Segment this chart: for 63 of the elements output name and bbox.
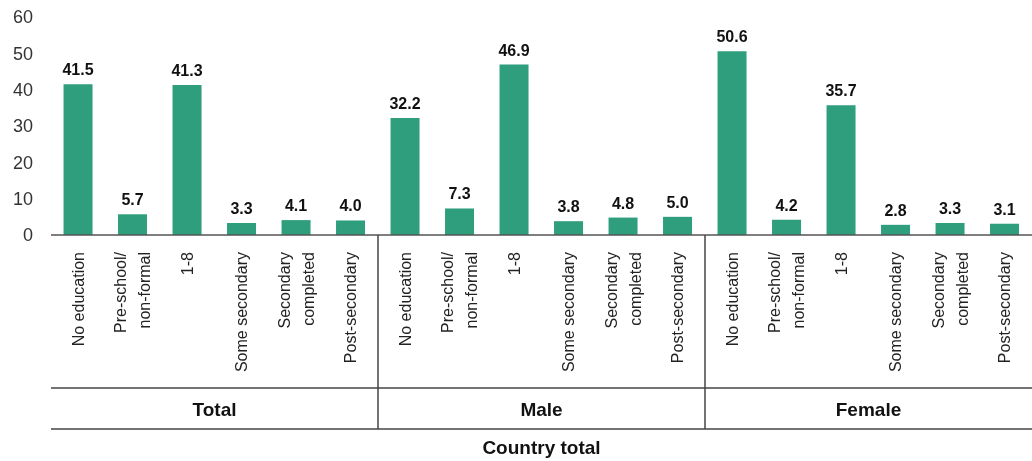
data-label: 32.2 <box>389 95 421 113</box>
x-tick-label: Pre-school/ non-formal <box>766 251 808 333</box>
y-tick-label: 20 <box>12 152 33 173</box>
x-tick-label: No education <box>396 252 414 347</box>
bar <box>826 105 856 235</box>
bar <box>554 221 584 235</box>
x-tick-label: 1-8 <box>505 251 523 276</box>
y-tick-label: 40 <box>12 80 33 101</box>
x-axis-title: Country total <box>482 437 601 458</box>
data-label: 4.8 <box>611 194 635 212</box>
bar <box>118 214 148 235</box>
x-tick-label: Secondary completed <box>929 252 971 329</box>
data-label: 3.3 <box>230 200 253 218</box>
y-tick-label: 10 <box>12 189 33 210</box>
bar <box>172 84 202 235</box>
bar <box>935 223 965 235</box>
data-label: 35.7 <box>825 82 857 100</box>
data-label: 4.1 <box>284 197 308 215</box>
bar <box>445 208 475 235</box>
x-tick-label: 1-8 <box>178 251 196 276</box>
bar <box>336 220 366 235</box>
data-label: 5.7 <box>121 191 144 209</box>
bar <box>63 84 93 235</box>
bar <box>663 216 693 235</box>
data-label: 50.6 <box>716 28 748 46</box>
bar <box>281 220 311 235</box>
x-tick-label: No education <box>69 252 87 347</box>
text: Male <box>520 398 563 420</box>
data-label: 3.3 <box>938 200 962 218</box>
x-tick-label: No education <box>723 252 741 347</box>
x-tick-label: Post-secondary <box>342 252 360 364</box>
bar <box>499 64 529 235</box>
x-tick-label: Pre-school/ non-formal <box>439 251 481 333</box>
data-label: 4.0 <box>339 197 362 215</box>
bar <box>717 51 747 235</box>
text: Female <box>835 398 902 420</box>
y-tick-label: 60 <box>12 7 33 28</box>
x-tick-label: Some secondary <box>887 252 905 373</box>
x-tick-label: Post-secondary <box>996 252 1014 364</box>
data-label: 46.9 <box>498 41 530 59</box>
text: Total <box>192 398 237 420</box>
y-tick-label: 0 <box>22 225 33 246</box>
x-tick-label: Pre-school/ non-formal <box>112 251 154 333</box>
data-label: 2.8 <box>884 201 907 219</box>
data-label: 3.8 <box>557 198 580 216</box>
bar <box>227 223 257 235</box>
x-tick-label: Some secondary <box>560 252 578 373</box>
bar <box>390 118 420 235</box>
bar <box>608 217 638 235</box>
bar <box>772 219 802 235</box>
data-label: 7.3 <box>448 185 471 203</box>
y-tick-label: 30 <box>12 116 33 137</box>
data-label: 41.5 <box>62 61 94 79</box>
data-label: 4.2 <box>775 196 798 214</box>
x-tick-label: 1-8 <box>832 251 850 276</box>
data-label: 41.3 <box>171 61 203 79</box>
x-tick-label: Secondary completed <box>602 252 644 329</box>
x-tick-label: Post-secondary <box>669 252 687 364</box>
y-tick-label: 50 <box>12 43 33 64</box>
x-tick-label: Some secondary <box>233 252 251 373</box>
data-label: 3.1 <box>993 200 1016 218</box>
x-tick-label: Secondary completed <box>275 252 317 329</box>
data-label: 5.0 <box>666 193 689 211</box>
